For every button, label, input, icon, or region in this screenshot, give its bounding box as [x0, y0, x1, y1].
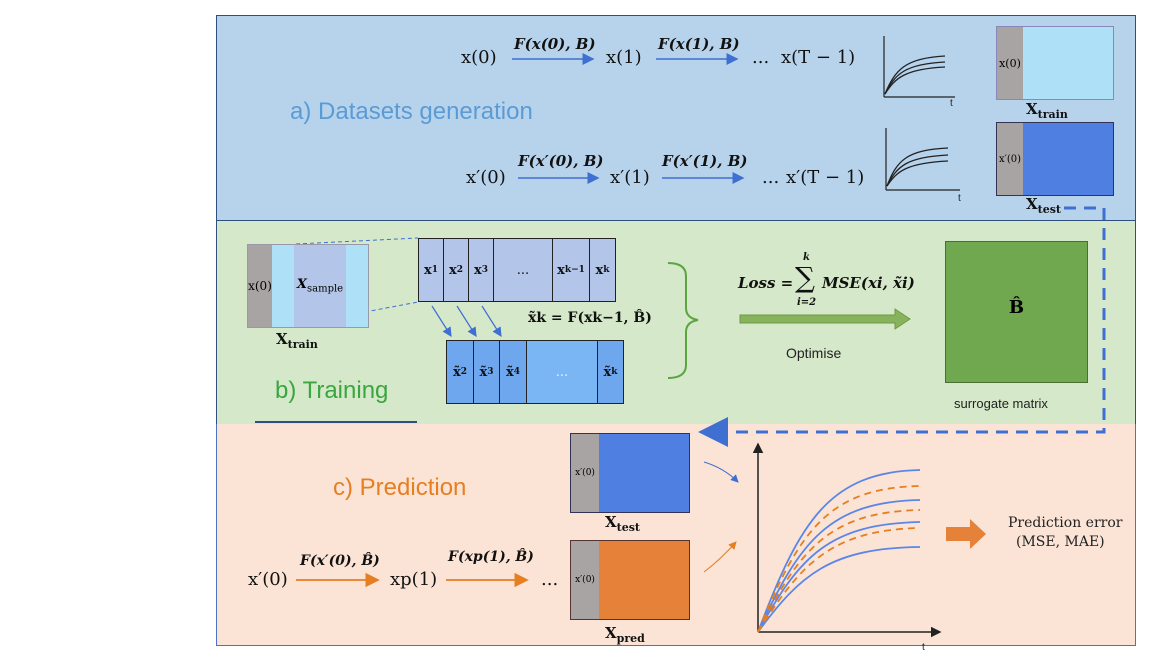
sample-xtrain-label: Xtrain — [276, 330, 318, 351]
state-xT: x(T − 1) — [781, 47, 856, 68]
state-x1: x(1) — [606, 47, 642, 68]
pred-error-line2: (MSE, MAE) — [1016, 534, 1105, 550]
error-arrow — [946, 519, 986, 549]
dashed-connector — [698, 206, 1106, 447]
loss-sum-bottom: i=2 — [797, 297, 817, 308]
datasets-title: a) Datasets generation — [290, 98, 533, 125]
pred-xtest-strip: x′(0) — [571, 434, 599, 512]
optimise-label: Optimise — [786, 345, 842, 361]
training-title: b) Training — [275, 377, 389, 404]
sample-x0-strip: x(0) — [248, 245, 272, 327]
main-plot — [752, 442, 942, 638]
plot2-t-label: t — [958, 193, 961, 204]
surrogate-matrix: B̂ — [945, 241, 1088, 383]
pred-xtest-label: Xtest — [605, 513, 640, 534]
pred-dots: ... — [541, 569, 559, 590]
seq-bottom-cell: x̃ k — [597, 340, 624, 404]
optimise-arrow — [739, 308, 911, 330]
pred-state-x0: x′(0) — [248, 569, 288, 590]
fn-xp0: F(x′(0), B) — [518, 152, 604, 170]
main-plot-t-label: t — [922, 642, 925, 653]
loss-term: MSE(xi, x̃i) — [822, 274, 915, 292]
green-brace — [667, 262, 699, 379]
seq-bottom-cell: x̃ 2 — [446, 340, 474, 404]
seq-bottom-cell: x̃ 4 — [499, 340, 527, 404]
xtrain-label: Xtrain — [1026, 100, 1068, 121]
xtrain-x0-strip: x(0) — [997, 27, 1023, 99]
pred-error-line1: Prediction error — [1008, 515, 1123, 531]
pred-xpred-block: x′(0) — [570, 540, 690, 620]
recurrence-formula: x̃k = F(xk−1, B̂) — [528, 310, 652, 326]
panel-datasets — [216, 15, 1136, 221]
seq-bottom-cell: ... — [526, 340, 598, 404]
seq-bottom: x̃ 2 x̃ 3 x̃ 4 ... x̃ k — [446, 340, 624, 404]
dots-row1: ... — [752, 47, 770, 68]
plot1-t-label: t — [950, 98, 953, 109]
fn-xp1: F(x′(1), B) — [662, 152, 748, 170]
pred-xpred-label: Xpred — [605, 624, 645, 645]
pred-state-xp1: xp(1) — [390, 569, 438, 590]
fn-x0: F(x(0), B) — [514, 35, 596, 53]
pred-xtest-block: x′(0) — [570, 433, 690, 513]
sample-window: Xsample — [294, 245, 346, 327]
seq-top-cell: ... — [493, 238, 553, 302]
pred-xpred-strip: x′(0) — [571, 541, 599, 619]
training-title-underline — [255, 421, 417, 423]
seq-top-cell: x k−1 — [552, 238, 590, 302]
pred-fn-0: F(x′(0), B̂) — [300, 553, 380, 569]
state-xpT: x′(T − 1) — [786, 167, 865, 188]
mini-plot-1 — [883, 36, 955, 98]
dots-row2: ... — [762, 167, 780, 188]
loss-label: Loss = — [738, 274, 794, 292]
matrix-caption: surrogate matrix — [954, 396, 1048, 411]
pred-fn-1: F(xp(1), B̂) — [448, 549, 534, 565]
state-xp0: x′(0) — [466, 167, 506, 188]
prediction-title: c) Prediction — [333, 474, 467, 501]
xtest-label: Xtest — [1026, 195, 1061, 216]
fn-x1: F(x(1), B) — [658, 35, 740, 53]
state-x0: x(0) — [461, 47, 497, 68]
xtest-block: x′(0) — [996, 122, 1114, 196]
seq-bottom-cell: x̃ 3 — [473, 340, 500, 404]
mini-plot-2 — [885, 128, 960, 191]
loss-sigma: ∑ — [795, 261, 815, 294]
xtest-x0-strip: x′(0) — [997, 123, 1023, 195]
loss-sum-top: k — [803, 252, 810, 263]
sample-block: x(0) Xsample — [247, 244, 369, 328]
xtrain-block: x(0) — [996, 26, 1114, 100]
state-xp1: x′(1) — [610, 167, 650, 188]
matrix-label: B̂ — [1008, 296, 1025, 318]
